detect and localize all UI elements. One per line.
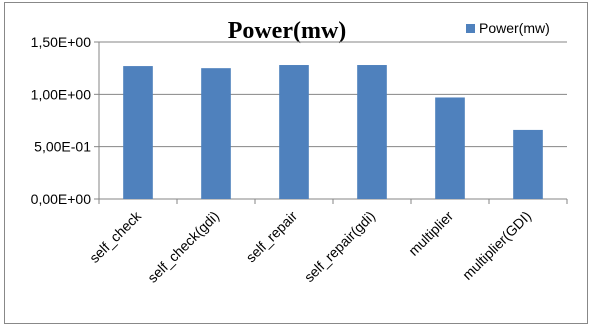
x-tick-label: multiplier	[405, 208, 456, 259]
legend-swatch	[466, 24, 475, 33]
x-tick-label: self_repair	[243, 208, 301, 266]
chart-title: Power(mw)	[228, 18, 347, 44]
bars	[123, 65, 543, 200]
legend: Power(mw)	[466, 20, 550, 36]
bar	[513, 129, 543, 199]
y-tick-label: 5,00E-01	[34, 139, 91, 155]
y-tick-label: 0,00E+00	[31, 191, 92, 207]
axes	[94, 41, 568, 204]
x-tick-label: self_repair(gdi)	[301, 208, 378, 285]
bar	[279, 65, 309, 199]
x-tick-label: self_check(gdi)	[144, 208, 222, 286]
x-tick-label: multiplier(GDI)	[459, 208, 534, 283]
bar	[435, 97, 465, 199]
bar	[357, 65, 387, 199]
bar	[123, 66, 153, 199]
y-tick-label: 1,00E+00	[31, 86, 92, 102]
legend-label: Power(mw)	[479, 20, 550, 36]
x-tick-label: self_check	[86, 207, 145, 266]
bar	[201, 68, 231, 200]
gridlines	[99, 41, 567, 148]
y-tick-label: 1,50E+00	[31, 34, 92, 50]
